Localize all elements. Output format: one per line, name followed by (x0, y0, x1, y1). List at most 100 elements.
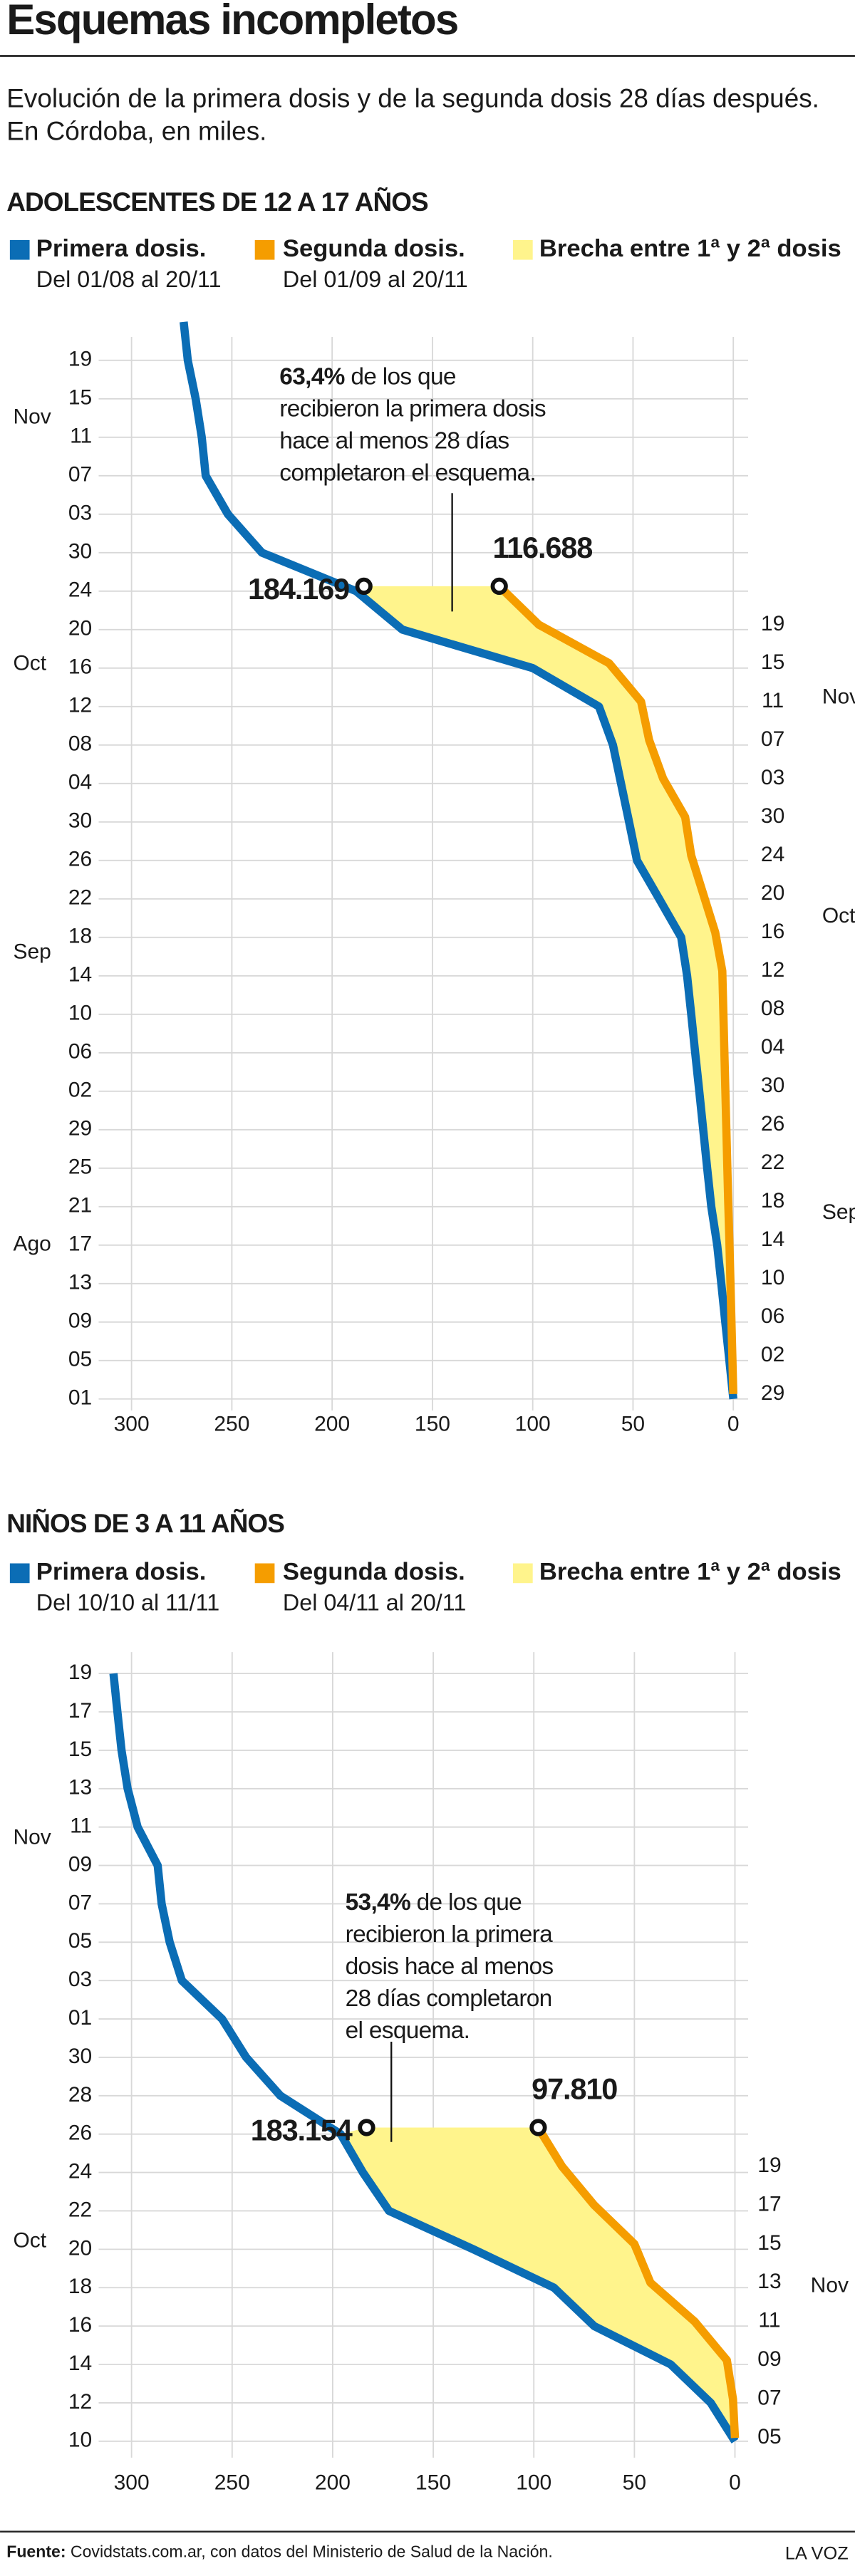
month-label: Oct (822, 904, 855, 928)
y-tick-label: 30 (68, 809, 92, 833)
legend-label: Segunda dosis. (283, 235, 465, 262)
chart-title: ADOLESCENTES DE 12 A 17 AÑOS (6, 187, 428, 217)
x-tick-label: 300 (114, 1413, 150, 1436)
gap-area (341, 2127, 735, 2441)
end-label: 97.810 (532, 2072, 617, 2106)
end-label: 116.688 (492, 531, 592, 564)
y2-tick-label: 12 (761, 958, 784, 982)
y-tick-label: 30 (68, 2045, 92, 2068)
note: 63,4% de los que (279, 364, 456, 390)
y-tick-label: 15 (68, 386, 92, 410)
y2-tick-label: 20 (761, 881, 784, 905)
y-tick-label: 19 (68, 1661, 92, 1684)
note: recibieron la primera dosis (279, 396, 546, 422)
y2-tick-label: 15 (757, 2231, 781, 2255)
source-text: Covidstats.com.ar, con datos del Ministe… (66, 2543, 553, 2561)
legend-range: Del 01/08 al 20/11 (36, 266, 222, 292)
note: hace al menos 28 días (279, 428, 509, 455)
legend-swatch (254, 239, 275, 260)
y-tick-label: 24 (68, 578, 92, 602)
y-tick-label: 11 (70, 1814, 92, 1838)
y-tick-label: 17 (68, 1699, 92, 1723)
x-tick-label: 200 (314, 1413, 350, 1436)
note-line: de los que (410, 1889, 522, 1916)
y-tick-label: 04 (68, 771, 92, 794)
y-tick-label: 28 (68, 2083, 92, 2107)
y2-tick-label: 26 (761, 1112, 784, 1136)
month-label: Sep (822, 1200, 855, 1224)
y2-tick-label: 02 (761, 1343, 784, 1366)
note-bold: 53,4% (346, 1889, 410, 1916)
y-tick-label: 03 (68, 502, 92, 525)
y-tick-label: 20 (68, 2236, 92, 2260)
y2-tick-label: 07 (757, 2387, 781, 2410)
month-label: Ago (13, 1232, 51, 1256)
end-marker (490, 577, 508, 596)
y-tick-label: 20 (68, 617, 92, 640)
y-tick-label: 13 (68, 1271, 92, 1294)
y-tick-label: 25 (68, 1155, 92, 1179)
y-tick-label: 13 (68, 1776, 92, 1799)
y2-tick-label: 07 (761, 727, 784, 751)
gap-start-marker (355, 577, 373, 596)
month-label: Oct (13, 2229, 46, 2253)
legend-label: Segunda dosis. (283, 1559, 465, 1586)
note: 28 días completaron (346, 1985, 552, 2012)
legend-range: Del 04/11 al 20/11 (283, 1590, 466, 1616)
month-label: Sep (13, 940, 51, 963)
x-tick-label: 250 (214, 1413, 249, 1436)
y-tick-label: 05 (68, 1348, 92, 1371)
y-tick-label: 26 (68, 848, 92, 871)
y-tick-label: 09 (68, 1309, 92, 1333)
source-label: Fuente: (6, 2543, 66, 2561)
month-label: Nov (13, 1826, 51, 1849)
y2-tick-label: 22 (761, 1151, 784, 1174)
legend-label: Primera dosis. (36, 235, 207, 262)
x-tick-label: 100 (515, 1413, 551, 1436)
y2-tick-label: 11 (758, 2309, 780, 2332)
y-tick-label: 10 (68, 1002, 92, 1025)
y-tick-label: 18 (68, 925, 92, 948)
month-label: Nov (13, 405, 51, 429)
y2-tick-label: 13 (757, 2270, 781, 2293)
y2-tick-label: 06 (761, 1304, 784, 1328)
y2-tick-label: 08 (761, 997, 784, 1020)
y2-tick-label: 11 (762, 689, 784, 712)
legend-swatch (512, 1563, 533, 1584)
x-tick-label: 0 (727, 1413, 740, 1436)
x-tick-label: 0 (729, 2471, 741, 2495)
y-tick-label: 17 (68, 1232, 92, 1256)
y-tick-label: 18 (68, 2275, 92, 2298)
series-line (534, 2125, 740, 2439)
y-tick-label: 11 (70, 425, 92, 448)
y-tick-label: 14 (68, 963, 92, 987)
gap-area (356, 586, 734, 1399)
y2-tick-label: 09 (757, 2347, 781, 2371)
x-tick-label: 300 (114, 2471, 150, 2495)
y2-tick-label: 14 (761, 1227, 784, 1251)
x-tick-label: 200 (315, 2471, 351, 2495)
note: completaron el esquema. (279, 460, 536, 487)
y-tick-label: 12 (68, 694, 92, 717)
y2-tick-label: 24 (761, 843, 784, 866)
y-tick-label: 12 (68, 2390, 92, 2414)
note: dosis hace al menos (346, 1953, 554, 1980)
y2-tick-label: 29 (761, 1381, 784, 1405)
y-tick-label: 24 (68, 2160, 92, 2183)
y-tick-label: 30 (68, 540, 92, 564)
y-tick-label: 02 (68, 1079, 92, 1102)
series-line (496, 583, 737, 1394)
y2-tick-label: 04 (761, 1035, 784, 1059)
legend-swatch (9, 239, 30, 260)
y2-tick-label: 17 (757, 2192, 781, 2216)
note: 53,4% de los que (346, 1889, 522, 1916)
y-tick-label: 10 (68, 2429, 92, 2452)
series-line (180, 321, 737, 1400)
subtitle: En Córdoba, en miles. (6, 117, 266, 146)
series-line (109, 1673, 739, 2443)
y-tick-label: 07 (68, 1891, 92, 1914)
y-tick-label: 14 (68, 2352, 92, 2375)
x-tick-label: 250 (214, 2471, 250, 2495)
source: Fuente: Covidstats.com.ar, con datos del… (6, 2543, 553, 2561)
month-label: Nov (811, 2274, 849, 2297)
